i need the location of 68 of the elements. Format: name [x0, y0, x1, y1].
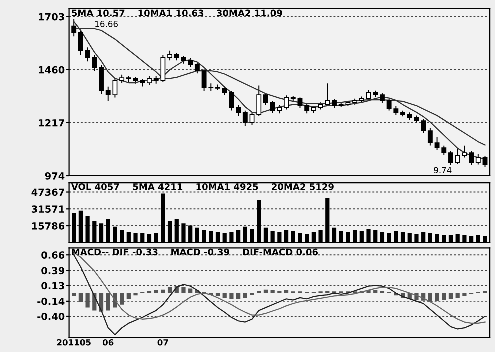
line-series: [74, 254, 486, 336]
candlestick: [448, 151, 454, 166]
bar: [236, 293, 241, 300]
bar: [154, 290, 158, 294]
annotation: 16.66: [96, 20, 118, 28]
x-tick-label: 07: [158, 339, 168, 346]
bar: [168, 288, 172, 294]
y-tick-label: 1460: [39, 66, 65, 74]
bar: [222, 293, 227, 298]
bar: [284, 290, 289, 294]
candlestick: [250, 112, 255, 125]
annotation: 20MA2 5129: [272, 184, 334, 190]
candlestick: [298, 98, 303, 108]
y-tick-label: -0.40: [38, 312, 65, 320]
candlestick: [194, 62, 200, 74]
bar: [448, 293, 454, 300]
annotation: 30MA2 11.09: [217, 10, 282, 17]
annotation: 9.74: [434, 167, 452, 174]
annotation: 5MA 4211: [133, 184, 183, 190]
x-tick-label: 06: [102, 339, 114, 346]
annotation: 5MA 10.57: [72, 10, 125, 17]
bar: [230, 293, 234, 300]
y-tick-label: 47367: [32, 188, 64, 196]
y-tick-label: 31571: [32, 206, 64, 213]
bar: [161, 290, 166, 294]
candlestick: [476, 154, 481, 165]
bar: [188, 288, 193, 294]
annotation: VOL 4057: [71, 184, 120, 190]
annotation: DIF-MACD 0.06: [243, 248, 318, 256]
y-tick-label: 0.39: [42, 267, 65, 275]
bar: [78, 293, 84, 302]
annotation: 10MA1 10.63: [138, 10, 204, 17]
candlestick: [284, 96, 290, 110]
bar: [442, 293, 446, 300]
candlestick: [421, 119, 426, 134]
bar: [264, 290, 268, 294]
candlestick: [256, 86, 262, 116]
bar: [126, 293, 131, 300]
bar: [86, 293, 90, 308]
annotation: MACD-- DIF -0.33: [72, 248, 158, 256]
y-tick-label: 974: [45, 172, 65, 180]
bar: [456, 293, 460, 298]
candlestick: [428, 128, 433, 146]
bar: [243, 293, 248, 298]
bar: [182, 288, 186, 294]
bar: [435, 293, 440, 302]
y-tick-label: 1217: [39, 119, 64, 127]
candlestick: [99, 65, 104, 94]
y-tick-label: 15786: [32, 222, 65, 230]
annotation: 10MA1 4925: [196, 184, 258, 190]
candlestick: [482, 156, 488, 168]
bar: [120, 293, 124, 305]
x-tick-label: 201105: [57, 339, 91, 346]
y-tick-label: 0.13: [42, 282, 64, 290]
candlestick: [263, 93, 268, 106]
candlestick: [469, 151, 474, 166]
bar: [270, 290, 275, 294]
bar: [134, 293, 138, 296]
candlestick: [242, 110, 248, 126]
y-tick-label: 0.66: [42, 252, 65, 259]
bar: [106, 293, 110, 311]
candlestick: [78, 30, 84, 56]
candlestick: [236, 105, 242, 116]
bar: [374, 290, 378, 294]
y-tick-label: 1703: [39, 13, 64, 21]
annotation: MACD -0.39: [172, 248, 230, 256]
y-tick-label: -0.14: [38, 298, 65, 306]
bar: [462, 293, 467, 296]
